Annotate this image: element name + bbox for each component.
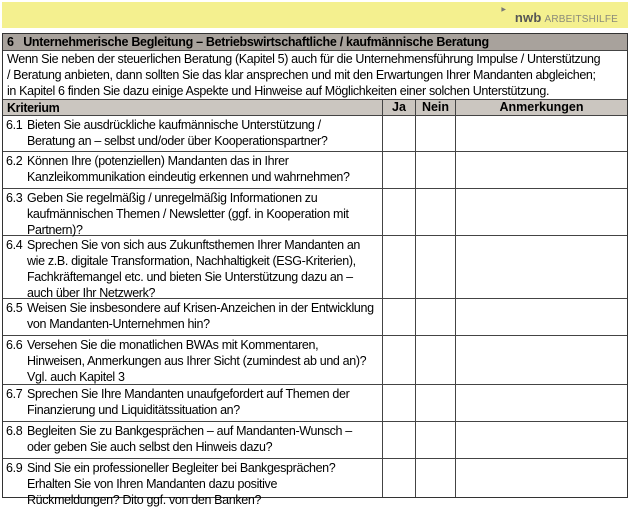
table-row: 6.5 Weisen Sie insbesondere auf Krisen-An… [3,299,627,336]
table-header: Kriterium Ja Nein Anmerkungen [3,100,627,116]
header-criterion: Kriterium [3,100,383,115]
notes-cell[interactable] [456,422,627,458]
criterion-text: Begleiten Sie zu Bankgesprächen – auf Ma… [27,424,352,454]
header-yes: Ja [383,100,416,115]
yes-cell[interactable] [383,116,416,151]
table-row: 6.4 Sprechen Sie von sich aus Zukunftsthe… [3,236,627,300]
criterion-text: Sind Sie ein professioneller Begleiter b… [27,461,336,507]
criterion-number: 6.1 [6,118,23,132]
notes-cell[interactable] [456,152,627,188]
criterion-text: Weisen Sie insbesondere auf Krisen-Anzei… [27,301,374,331]
no-cell[interactable] [416,299,456,335]
criterion-number: 6.3 [6,191,23,205]
table-row: 6.3 Geben Sie regelmäßig / unregelmäßig I… [3,189,627,237]
criterion-number: 6.4 [6,238,23,252]
notes-cell[interactable] [456,336,627,384]
yes-cell[interactable] [383,422,416,458]
notes-cell[interactable] [456,459,627,497]
table-row: 6.7 Sprechen Sie Ihre Mandanten unaufgefo… [3,385,627,422]
yes-cell[interactable] [383,459,416,497]
table-row: 6.1 Bieten Sie ausdrückliche kaufmännisch… [3,116,627,152]
no-cell[interactable] [416,189,456,235]
yes-cell[interactable] [383,236,416,298]
yes-cell[interactable] [383,385,416,421]
criterion-cell: 6.7 Sprechen Sie Ihre Mandanten unaufgefo… [3,385,383,421]
criterion-text: Bieten Sie ausdrückliche kaufmännische U… [27,118,328,148]
no-cell[interactable] [416,116,456,151]
criterion-number: 6.2 [6,154,23,168]
criterion-cell: 6.9 Sind Sie ein professioneller Begleite… [3,459,383,507]
arrow-icon: ▶ [501,7,506,13]
notes-cell[interactable] [456,236,627,298]
table-row: 6.9 Sind Sie ein professioneller Begleite… [3,459,627,507]
notes-cell[interactable] [456,116,627,151]
table-row: 6.6 Versehen Sie die monatlichen BWAs mit… [3,336,627,385]
criterion-cell: 6.4 Sprechen Sie von sich aus Zukunftsthe… [3,236,383,300]
yes-cell[interactable] [383,152,416,188]
header-no: Nein [416,100,456,115]
notes-cell[interactable] [456,189,627,235]
criterion-text: Geben Sie regelmäßig / unregelmäßig Info… [27,191,349,237]
table-row: 6.8 Begleiten Sie zu Bankgesprächen – auf… [3,422,627,459]
no-cell[interactable] [416,152,456,188]
no-cell[interactable] [416,422,456,458]
criterion-cell: 6.6 Versehen Sie die monatlichen BWAs mit… [3,336,383,384]
table-row: 6.2 Können Ihre (potenziellen) Mandanten … [3,152,627,189]
criterion-cell: 6.1 Bieten Sie ausdrückliche kaufmännisch… [3,116,383,151]
notes-cell[interactable] [456,299,627,335]
section-intro: Wenn Sie neben der steuerlichen Beratung… [3,51,627,100]
header-banner: ▶ nwb ARBEITSHILFE [2,2,628,28]
criterion-cell: 6.3 Geben Sie regelmäßig / unregelmäßig I… [3,189,383,237]
header-notes: Anmerkungen [499,100,584,114]
yes-cell[interactable] [383,189,416,235]
notes-cell[interactable] [456,385,627,421]
yes-cell[interactable] [383,336,416,384]
criterion-text: Versehen Sie die monatlichen BWAs mit Ko… [27,338,367,384]
checklist-table: 6 Unternehmerische Begleitung – Betriebs… [2,33,628,507]
no-cell[interactable] [416,236,456,298]
criterion-number: 6.5 [6,301,23,315]
no-cell[interactable] [416,336,456,384]
section-title: 6 Unternehmerische Begleitung – Betriebs… [3,34,627,51]
criterion-number: 6.7 [6,387,23,401]
criterion-number: 6.8 [6,424,23,438]
criterion-number: 6.9 [6,461,23,475]
criterion-cell: 6.8 Begleiten Sie zu Bankgesprächen – auf… [3,422,383,458]
nwb-logo: nwb ARBEITSHILFE [514,10,618,25]
criterion-cell: 6.5 Weisen Sie insbesondere auf Krisen-An… [3,299,383,335]
criterion-text: Sprechen Sie von sich aus Zukunftsthemen… [27,238,361,300]
criterion-text: Können Ihre (potenziellen) Mandanten das… [27,154,350,184]
criterion-cell: 6.2 Können Ihre (potenziellen) Mandanten … [3,152,383,188]
criterion-number: 6.6 [6,338,23,352]
criterion-text: Sprechen Sie Ihre Mandanten unaufgeforde… [27,387,350,417]
no-cell[interactable] [416,459,456,497]
yes-cell[interactable] [383,299,416,335]
no-cell[interactable] [416,385,456,421]
